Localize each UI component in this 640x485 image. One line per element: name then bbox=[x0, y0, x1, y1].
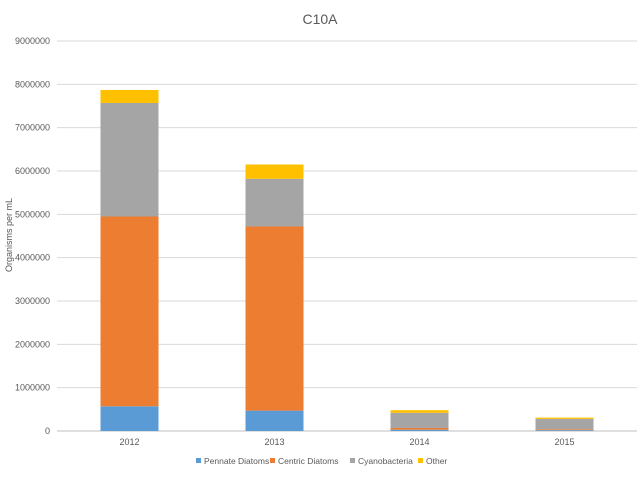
bar-segment bbox=[100, 216, 159, 407]
y-tick-label: 4000000 bbox=[15, 253, 50, 263]
legend-swatch bbox=[196, 458, 201, 463]
legend-label: Other bbox=[426, 456, 447, 466]
bar-segment bbox=[535, 429, 594, 431]
y-tick-label: 6000000 bbox=[15, 166, 50, 176]
bar-segment bbox=[390, 429, 449, 431]
bars bbox=[100, 89, 594, 431]
x-axis-ticks: 2012 2013 2014 2015 bbox=[119, 437, 574, 447]
bar-segment bbox=[245, 164, 304, 179]
bar-segment bbox=[535, 430, 594, 431]
legend-label: Centric Diatoms bbox=[278, 456, 338, 466]
y-tick-label: 9000000 bbox=[15, 36, 50, 46]
legend-item: Other bbox=[418, 456, 447, 466]
legend-item: Pennate Diatoms bbox=[196, 456, 269, 466]
y-axis-ticks: 0 1000000 2000000 3000000 4000000 5000000 6000… bbox=[15, 36, 50, 436]
bar-segment bbox=[100, 89, 159, 103]
x-tick-label: 2012 bbox=[119, 437, 139, 447]
legend-swatch bbox=[418, 458, 423, 463]
legend-label: Pennate Diatoms bbox=[204, 456, 269, 466]
bar-segment bbox=[535, 418, 594, 430]
y-tick-label: 7000000 bbox=[15, 123, 50, 133]
y-tick-label: 1000000 bbox=[15, 383, 50, 393]
legend-item: Centric Diatoms bbox=[270, 456, 338, 466]
y-tick-label: 5000000 bbox=[15, 209, 50, 219]
x-tick-label: 2014 bbox=[409, 437, 429, 447]
bar-segment bbox=[100, 102, 159, 217]
y-tick-label: 2000000 bbox=[15, 339, 50, 349]
bar-segment bbox=[245, 410, 304, 431]
y-axis-title: Organisms per mL bbox=[4, 198, 14, 272]
bar-segment bbox=[390, 427, 449, 430]
bar-segment bbox=[245, 178, 304, 227]
legend-item: Cyanobacteria bbox=[350, 456, 413, 466]
bar-segment bbox=[100, 406, 159, 431]
bar-segment bbox=[535, 417, 594, 419]
x-tick-label: 2015 bbox=[554, 437, 574, 447]
legend-swatch bbox=[270, 458, 275, 463]
y-tick-label: 3000000 bbox=[15, 296, 50, 306]
legend-label: Cyanobacteria bbox=[358, 456, 413, 466]
bar-segment bbox=[390, 412, 449, 428]
legend: Pennate Diatoms Centric Diatoms Cyanobacte… bbox=[196, 456, 447, 466]
legend-swatch bbox=[350, 458, 355, 463]
chart-title: C10A bbox=[302, 11, 338, 27]
y-tick-label: 8000000 bbox=[15, 79, 50, 89]
bar-segment bbox=[390, 410, 449, 413]
x-tick-label: 2013 bbox=[264, 437, 284, 447]
y-tick-label: 0 bbox=[45, 426, 50, 436]
bar-segment bbox=[245, 226, 304, 411]
